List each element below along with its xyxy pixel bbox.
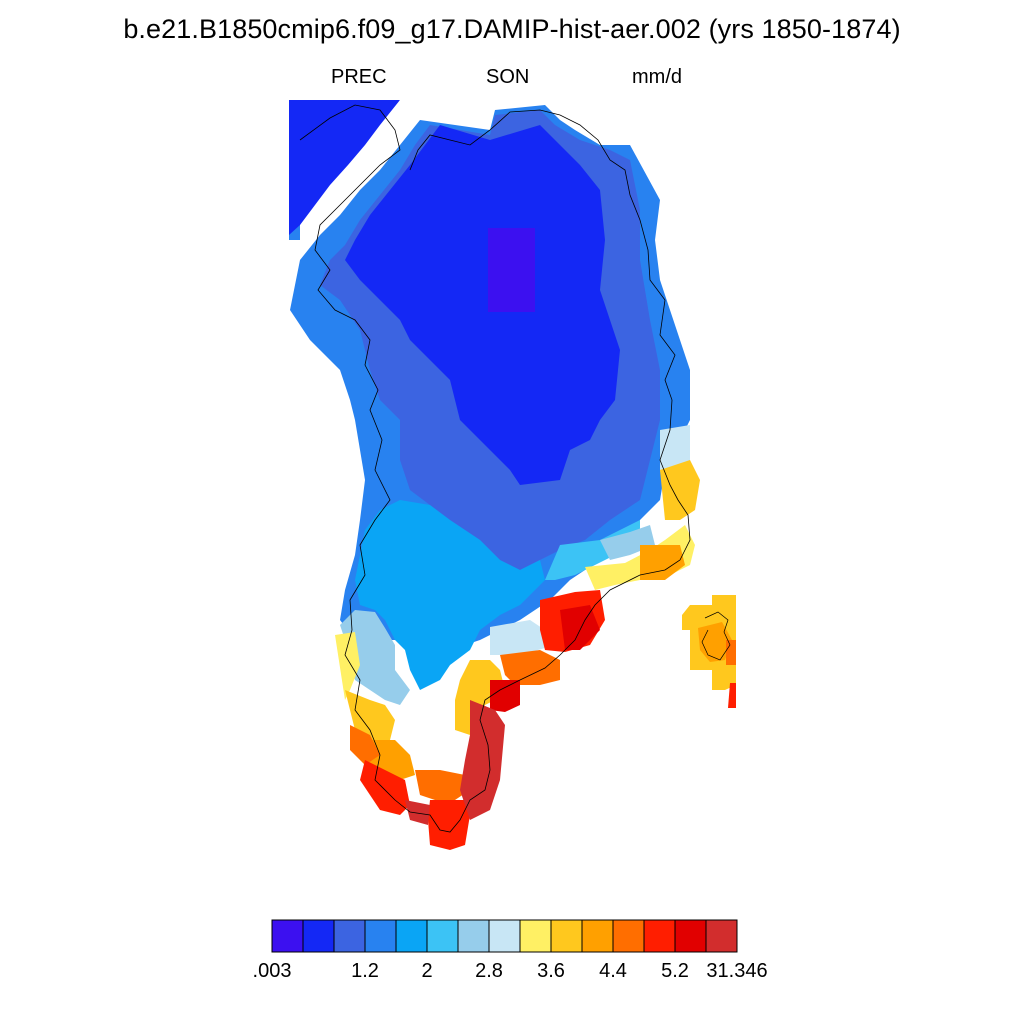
plot-title: b.e21.B1850cmip6.f09_g17.DAMIP-hist-aer.… [123,14,901,44]
colorbar-swatch [457,919,490,953]
season-label: SON [486,66,530,88]
colorbar-tick-label: 5.2 [661,960,689,982]
precipitation-map [289,100,736,850]
colorbar-tick-label: 31.346 [706,960,768,982]
colorbar-swatch [333,919,366,953]
colorbar-tick-label: 2 [421,960,433,982]
colorbar-swatch [364,919,397,953]
colorbar-swatch [705,919,738,953]
colorbar-swatch [612,919,645,953]
colorbar-swatch [395,919,428,953]
colorbar-tick-label: 3.6 [537,960,565,982]
variable-label: PREC [331,66,387,88]
colorbar-swatch [581,919,614,953]
colorbar-swatch [550,919,583,953]
colorbar-swatch [271,919,304,953]
units-label: mm/d [632,66,682,88]
map-region-iceland [682,595,736,708]
map-region-northwest [289,100,415,245]
colorbar-swatch [519,919,552,953]
colorbar-swatch [302,919,335,953]
colorbar-swatch [488,919,521,953]
colorbar-tick-label: .003 [252,960,292,982]
colorbar-swatch [674,919,707,953]
map-region-greenland [290,105,700,850]
colorbar-tick-label: 4.4 [599,960,627,982]
colorbar-tick-label: 1.2 [351,960,379,982]
colorbar-tick-label: 2.8 [475,960,503,982]
colorbar-swatch [643,919,676,953]
coastline [299,104,691,833]
colorbar-swatch [426,919,459,953]
